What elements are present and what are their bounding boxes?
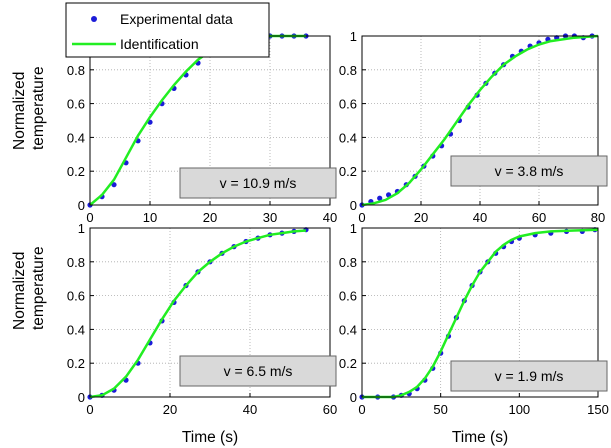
x-tick-label: 0 bbox=[358, 402, 365, 417]
x-tick-label: 100 bbox=[508, 402, 530, 417]
x-tick-label: 20 bbox=[203, 210, 217, 225]
y-tick-label: 1 bbox=[350, 29, 357, 44]
legend-label-identification: Identification bbox=[120, 36, 199, 52]
annotation-label: v = 10.9 m/s bbox=[220, 175, 297, 191]
y-tick-label: 0.6 bbox=[67, 289, 85, 304]
y-tick-label: 0.2 bbox=[67, 164, 85, 179]
chart-panel-2: 0 20 40 60 80 0 0.2 0.4 0.6 0.8 1 v = 3.8 m/s bbox=[339, 29, 608, 225]
x-tick-label: 0 bbox=[358, 210, 365, 225]
y-tick-label: 0.6 bbox=[67, 97, 85, 112]
annotation-box bbox=[450, 155, 608, 187]
y-axis-label: Normalized temperature bbox=[11, 246, 47, 330]
y-tick-label: 0 bbox=[78, 390, 85, 405]
x-tick-label: 40 bbox=[323, 210, 337, 225]
y-tick-label: 1 bbox=[78, 221, 85, 236]
axes-frame bbox=[89, 227, 331, 398]
legend-box bbox=[65, 2, 270, 58]
y-tick-label: 0.6 bbox=[339, 289, 357, 304]
x-tick-label: 10 bbox=[143, 210, 157, 225]
y-tick-label: 0 bbox=[78, 198, 85, 213]
legend-marker-dot bbox=[91, 16, 97, 22]
y-tick-label: 0.8 bbox=[67, 63, 85, 78]
y-tick-label: 0.4 bbox=[339, 130, 357, 145]
y-tick-label: 0.4 bbox=[67, 322, 85, 337]
x-tick-label: 150 bbox=[587, 402, 609, 417]
chart-panel-4: 0 50 100 150 0 0.2 0.4 0.6 0.8 1 v = 1.9 m/s Time (… bbox=[339, 221, 609, 446]
x-tick-label: 0 bbox=[86, 402, 93, 417]
x-tick-label: 30 bbox=[263, 210, 277, 225]
annotation-label: v = 1.9 m/s bbox=[495, 368, 564, 384]
chart-panel-3: 0 20 40 60 0 0.2 0.4 0.6 0.8 1 v = 6.5 m/s Normaliz… bbox=[11, 221, 337, 446]
y-tick-label: 1 bbox=[350, 221, 357, 236]
y-tick-label: 0.8 bbox=[339, 63, 357, 78]
x-axis-label: Time (s) bbox=[182, 429, 238, 446]
legend: Experimental data Identification bbox=[65, 2, 270, 58]
y-tick-label: 0.2 bbox=[67, 356, 85, 371]
annotation-label: v = 3.8 m/s bbox=[495, 163, 564, 179]
x-tick-label: 40 bbox=[473, 210, 487, 225]
y-tick-label: 0 bbox=[350, 390, 357, 405]
x-tick-label: 60 bbox=[323, 402, 337, 417]
y-tick-label: 0.4 bbox=[339, 322, 357, 337]
x-tick-label: 80 bbox=[591, 210, 605, 225]
annotation-box bbox=[179, 355, 337, 387]
annotation-label: v = 6.5 m/s bbox=[224, 363, 293, 379]
chart-panel-1: 0 10 20 30 40 0 0.2 0.4 0.6 0.8 v = 10.9 m/s Normal… bbox=[11, 33, 337, 225]
series-identification-line bbox=[89, 229, 307, 399]
y-axis-label: Normalized temperature bbox=[11, 66, 47, 150]
y-tick-label: 0.2 bbox=[339, 356, 357, 371]
x-tick-label: 0 bbox=[86, 210, 93, 225]
x-axis-label: Time (s) bbox=[452, 429, 508, 446]
x-tick-label: 20 bbox=[414, 210, 428, 225]
y-tick-label: 0.8 bbox=[339, 255, 357, 270]
axes-frame bbox=[361, 227, 599, 398]
x-tick-label: 60 bbox=[532, 210, 546, 225]
series-identification-line bbox=[361, 34, 599, 207]
series-identification-line bbox=[362, 228, 599, 399]
x-tick-label: 50 bbox=[433, 402, 447, 417]
y-axis-label-line: Normalized bbox=[11, 252, 28, 330]
x-tick-label: 40 bbox=[243, 402, 257, 417]
y-axis-label-line: temperature bbox=[30, 66, 47, 150]
y-axis-label-line: temperature bbox=[30, 246, 47, 330]
y-tick-label: 0.6 bbox=[339, 97, 357, 112]
y-tick-label: 0.8 bbox=[67, 255, 85, 270]
x-tick-label: 20 bbox=[163, 402, 177, 417]
y-axis-label-line: Normalized bbox=[11, 72, 28, 150]
legend-label-experimental: Experimental data bbox=[120, 11, 233, 27]
axes-frame bbox=[361, 35, 599, 206]
y-tick-label: 0.2 bbox=[339, 164, 357, 179]
data-point bbox=[377, 195, 383, 201]
y-tick-label: 0.4 bbox=[67, 130, 85, 145]
y-tick-label: 0 bbox=[350, 198, 357, 213]
annotation-box bbox=[179, 167, 337, 199]
annotation-box bbox=[450, 360, 608, 392]
data-point bbox=[111, 182, 117, 188]
